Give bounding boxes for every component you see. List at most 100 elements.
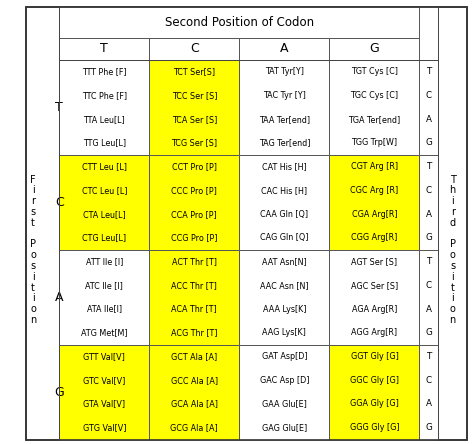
Text: C: C <box>426 376 432 385</box>
Text: CCG Pro [P]: CCG Pro [P] <box>171 234 218 242</box>
Text: T: T <box>426 67 432 76</box>
Text: C: C <box>426 91 432 100</box>
Text: TGG Trp[W]: TGG Trp[W] <box>351 139 398 147</box>
Bar <box>419 345 438 440</box>
Text: CTG Leu[L]: CTG Leu[L] <box>82 234 127 242</box>
Text: CCC Pro [P]: CCC Pro [P] <box>172 186 217 195</box>
Text: G: G <box>426 234 432 242</box>
Text: T: T <box>426 162 432 171</box>
Text: GTC Val[V]: GTC Val[V] <box>83 376 126 385</box>
Text: G: G <box>370 42 379 56</box>
Text: ACC Thr [T]: ACC Thr [T] <box>172 281 217 290</box>
Text: TAT Tyr[Y]: TAT Tyr[Y] <box>265 67 304 76</box>
Text: CTA Leu[L]: CTA Leu[L] <box>83 210 126 218</box>
Bar <box>329 345 419 440</box>
Bar <box>59 345 149 440</box>
Text: C: C <box>426 186 432 195</box>
Text: A: A <box>55 291 64 304</box>
Text: ACG Thr [T]: ACG Thr [T] <box>171 328 218 337</box>
Text: T: T <box>426 352 432 361</box>
Bar <box>149 38 239 60</box>
Text: ATC Ile [I]: ATC Ile [I] <box>85 281 123 290</box>
Text: GTA Val[V]: GTA Val[V] <box>83 400 125 408</box>
Text: TTC Phe [F]: TTC Phe [F] <box>82 91 127 100</box>
Text: AAC Asn [N]: AAC Asn [N] <box>260 281 309 290</box>
Text: A: A <box>426 115 432 124</box>
Bar <box>239 38 329 60</box>
Bar <box>419 155 438 250</box>
Bar <box>329 38 419 60</box>
Text: G: G <box>55 385 64 399</box>
Bar <box>59 38 149 60</box>
Text: CGG Arg[R]: CGG Arg[R] <box>351 234 398 242</box>
Bar <box>419 250 438 345</box>
Text: F
i
r
s
t
 
P
o
s
i
t
i
o
n: F i r s t P o s i t i o n <box>30 174 36 325</box>
Text: G: G <box>426 423 432 432</box>
Bar <box>59 155 149 250</box>
Text: GCT Ala [A]: GCT Ala [A] <box>171 352 218 361</box>
Text: TGA Ter[end]: TGA Ter[end] <box>348 115 401 124</box>
Text: T: T <box>100 42 108 56</box>
Text: GAC Asp [D]: GAC Asp [D] <box>260 376 309 385</box>
Text: C: C <box>55 196 64 209</box>
Bar <box>59 7 419 38</box>
Text: GTT Val[V]: GTT Val[V] <box>83 352 125 361</box>
Text: TCG Ser [S]: TCG Ser [S] <box>171 139 218 147</box>
Text: A: A <box>426 305 432 313</box>
Bar <box>329 60 419 155</box>
Text: CAC His [H]: CAC His [H] <box>261 186 308 195</box>
Text: GCA Ala [A]: GCA Ala [A] <box>171 400 218 408</box>
Text: G: G <box>426 328 432 337</box>
Bar <box>59 250 149 345</box>
Text: GCC Ala [A]: GCC Ala [A] <box>171 376 218 385</box>
Text: TTA Leu[L]: TTA Leu[L] <box>83 115 125 124</box>
Text: ATT Ile [I]: ATT Ile [I] <box>86 257 123 266</box>
Bar <box>419 60 438 155</box>
Text: ACA Thr [T]: ACA Thr [T] <box>172 305 217 313</box>
Text: Second Position of Codon: Second Position of Codon <box>165 16 314 29</box>
Text: CTT Leu [L]: CTT Leu [L] <box>82 162 127 171</box>
Text: AGT Ser [S]: AGT Ser [S] <box>351 257 398 266</box>
Text: CGT Arg [R]: CGT Arg [R] <box>351 162 398 171</box>
Text: TGC Cys [C]: TGC Cys [C] <box>350 91 399 100</box>
Text: ATA Ile[I]: ATA Ile[I] <box>87 305 122 313</box>
Text: TCT Ser[S]: TCT Ser[S] <box>173 67 215 76</box>
Text: ACT Thr [T]: ACT Thr [T] <box>172 257 217 266</box>
Text: CCT Pro [P]: CCT Pro [P] <box>172 162 217 171</box>
Text: GGG Gly [G]: GGG Gly [G] <box>350 423 399 432</box>
Bar <box>149 60 239 155</box>
Text: TCA Ser [S]: TCA Ser [S] <box>172 115 217 124</box>
Text: TGT Cys [C]: TGT Cys [C] <box>351 67 398 76</box>
Text: AGC Ser [S]: AGC Ser [S] <box>351 281 398 290</box>
Bar <box>59 60 438 440</box>
Text: C: C <box>426 281 432 290</box>
Text: TCC Ser [S]: TCC Ser [S] <box>172 91 217 100</box>
Text: AGG Arg[R]: AGG Arg[R] <box>351 328 398 337</box>
Text: TAA Ter[end]: TAA Ter[end] <box>259 115 310 124</box>
Text: AAT Asn[N]: AAT Asn[N] <box>262 257 307 266</box>
Text: GCG Ala [A]: GCG Ala [A] <box>171 423 218 432</box>
Text: T: T <box>426 257 432 266</box>
Text: ATG Met[M]: ATG Met[M] <box>81 328 128 337</box>
Text: CAG Gln [Q]: CAG Gln [Q] <box>260 234 309 242</box>
Bar <box>329 155 419 250</box>
Text: A: A <box>426 210 432 218</box>
Text: GAA Glu[E]: GAA Glu[E] <box>262 400 307 408</box>
Text: A: A <box>280 42 289 56</box>
Bar <box>239 345 329 440</box>
Bar <box>149 155 239 250</box>
Text: T: T <box>55 101 63 114</box>
Text: C: C <box>190 42 199 56</box>
Text: GAG Glu[E]: GAG Glu[E] <box>262 423 307 432</box>
Bar <box>149 250 239 345</box>
Bar <box>59 7 438 60</box>
Text: CCA Pro [P]: CCA Pro [P] <box>172 210 217 218</box>
Text: TAC Tyr [Y]: TAC Tyr [Y] <box>263 91 306 100</box>
Text: GGT Gly [G]: GGT Gly [G] <box>350 352 399 361</box>
Text: T
h
i
r
d
 
P
o
s
i
t
i
o
n: T h i r d P o s i t i o n <box>449 174 456 325</box>
Text: CGC Arg [R]: CGC Arg [R] <box>350 186 399 195</box>
Text: CGA Arg[R]: CGA Arg[R] <box>352 210 397 218</box>
Text: GGA Gly [G]: GGA Gly [G] <box>350 400 399 408</box>
Text: TTT Phe [F]: TTT Phe [F] <box>82 67 127 76</box>
Text: CAT His [H]: CAT His [H] <box>262 162 307 171</box>
